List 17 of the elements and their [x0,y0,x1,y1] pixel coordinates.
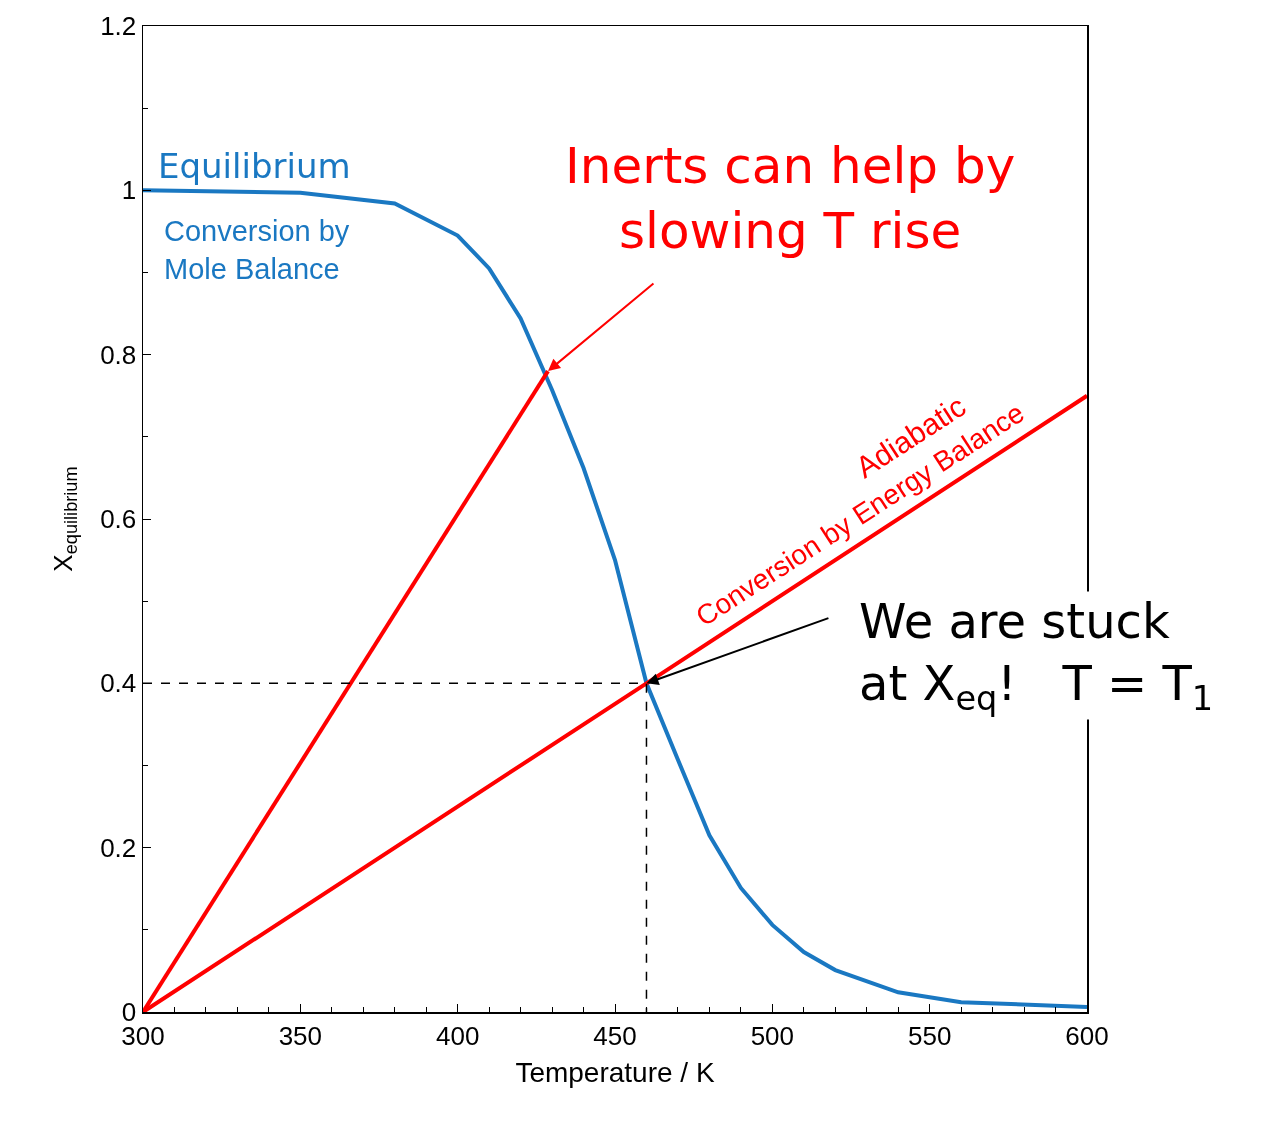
annotation: Equilibrium [158,146,351,186]
x-tick-label: 450 [593,1020,637,1051]
y-tick-label: 1.2 [100,11,137,42]
x-tick-label: 600 [1065,1020,1109,1051]
annotation: We are stuck at X$_{eq}$! T = T$_{1}$ [859,593,1214,719]
y-tick-label: 0.4 [100,668,137,699]
annotation: Conversion by Mole Balance [164,215,350,285]
annotation: Inerts can help by slowing T rise [565,137,1016,260]
x-axis-title: Temperature / K [515,1056,715,1088]
y-tick-label: 1 [121,175,137,206]
y-tick-label: 0.2 [100,832,137,863]
x-tick-label: 550 [907,1020,952,1051]
x-tick-label: 400 [435,1020,480,1051]
y-tick-label: 0.6 [100,504,137,535]
x-tick-label: 350 [278,1020,323,1051]
x-tick-label: 500 [750,1020,795,1051]
y-tick-label: 0.8 [100,339,137,370]
